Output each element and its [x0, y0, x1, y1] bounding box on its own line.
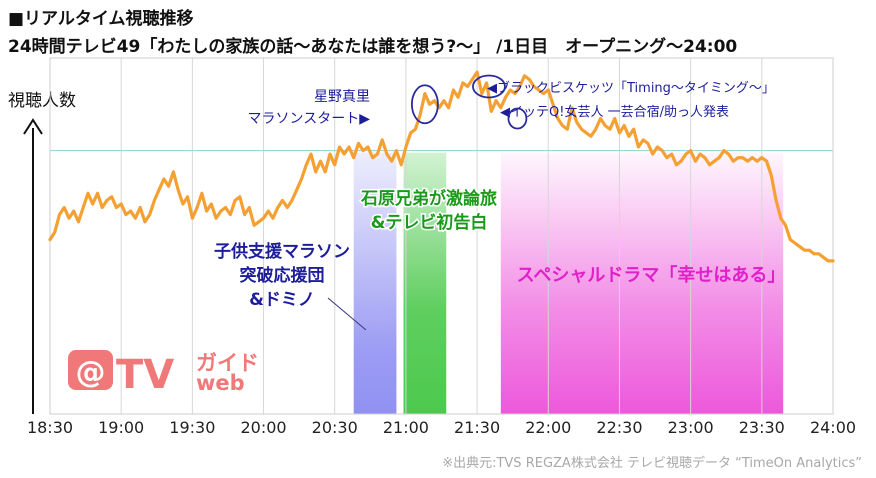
band-1 [353, 152, 397, 414]
annotation-label: マラソンスタート▶ [248, 111, 371, 127]
x-tick-label: 24:00 [810, 418, 856, 437]
x-tick-label: 21:00 [383, 418, 429, 437]
plot-frame [49, 57, 834, 415]
x-tick-label: 19:00 [98, 418, 144, 437]
chart-subtitle: 24時間テレビ49「わたしの家族の話〜あなたは誰を想う?〜」 /1日目 オープニ… [8, 37, 738, 57]
logo-at: @ [76, 355, 106, 390]
x-tick-label: 23:30 [739, 418, 785, 437]
x-tick-label: 22:00 [525, 418, 571, 437]
band-label: 石原兄弟が激論旅 [360, 188, 497, 209]
annotation-label: ◀イッテQ!女芸人 一芸合宿/助っ人発表 [500, 104, 729, 120]
data-source-note: ※出典元:TVS REGZA株式会社 テレビ視聴データ “TimeOn Anal… [442, 456, 862, 471]
y-axis-arrowhead [23, 118, 43, 135]
series-line [48, 70, 835, 263]
annotation-label: 星野真里 [314, 89, 370, 105]
band-label: 子供支援マラソン [214, 241, 350, 262]
chart-title: ■リアルタイム視聴推移 [8, 9, 194, 29]
band-label: &テレビ初告白 [371, 212, 488, 233]
y-axis-label: 視聴人数 [8, 91, 76, 111]
logo-web: web [196, 371, 245, 395]
x-tick-label: 20:00 [240, 418, 286, 437]
band-label: 突破応援団 [240, 265, 325, 286]
logo-tv: TV [116, 352, 174, 398]
annotation-label: ◀ブラックビスケッツ「Timing〜タイミング〜」 [487, 80, 775, 96]
band-2 [403, 152, 447, 414]
x-tick-label: 22:30 [596, 418, 642, 437]
logo: @ TV ガイド web [68, 350, 259, 398]
highlight-circle [472, 74, 506, 99]
pointer-line [327, 297, 367, 331]
x-tick-label: 19:30 [169, 418, 215, 437]
x-tick-label: 21:30 [454, 418, 500, 437]
logo-guide: ガイド [196, 351, 259, 375]
highlight-circle [507, 107, 528, 130]
x-tick-label: 18:30 [27, 418, 73, 437]
band-label: &ドミノ [249, 290, 315, 310]
highlight-circle [410, 84, 439, 125]
x-tick-label: 20:30 [312, 418, 358, 437]
x-tick-label: 23:00 [668, 418, 714, 437]
band-label: スペシャルドラマ「幸せはある」 [517, 264, 786, 286]
